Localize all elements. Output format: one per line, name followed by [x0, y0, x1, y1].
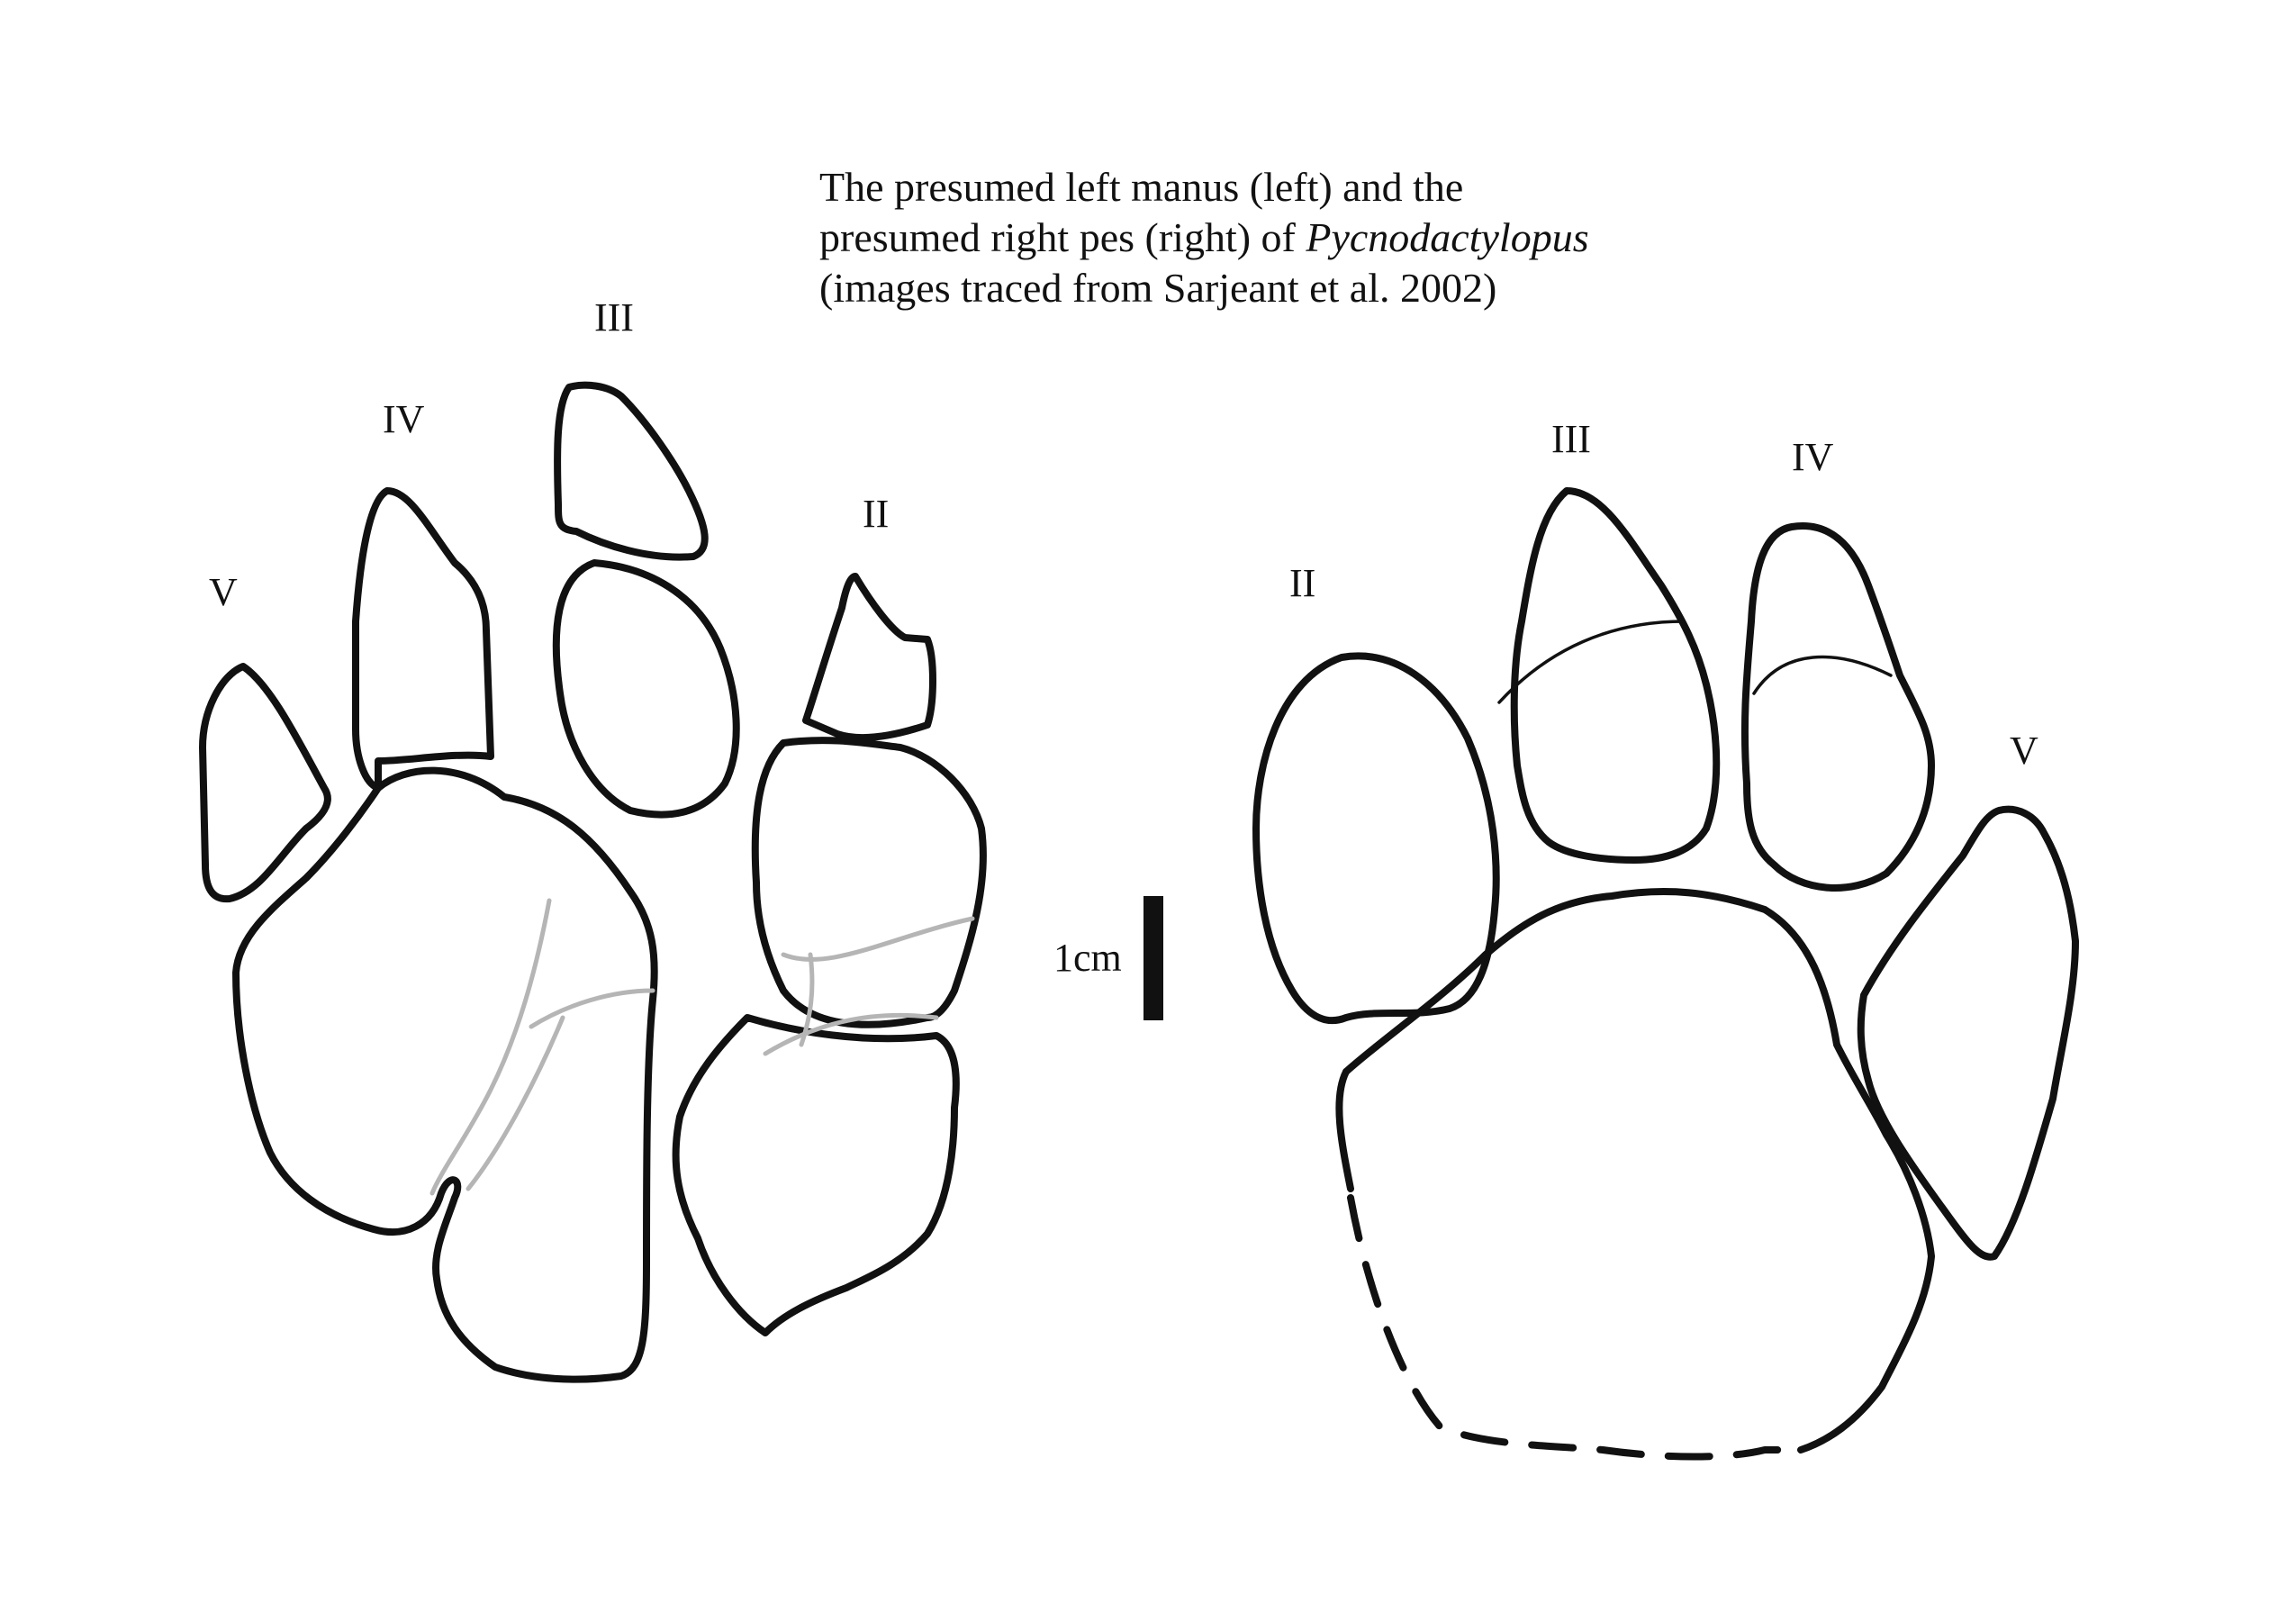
manus-digit-iii-label: III — [594, 295, 634, 340]
manus-crease-left — [429, 898, 552, 1196]
manus-digit-iv-pad — [352, 487, 494, 792]
pes-digit-iii-crease — [1497, 620, 1686, 704]
pes-digit-v-label: V — [2010, 729, 2038, 773]
pes-drawing — [1252, 487, 2079, 1461]
pes-digit-iv-crease — [1752, 655, 1893, 695]
pes-digit-ii-pad — [1252, 652, 1500, 1025]
caption-line-3: (images traced from Sarjeant et al. 2002… — [819, 265, 1497, 311]
caption-line-1: The presumed left manus (left) and the — [819, 164, 1464, 210]
caption-line-2: presumed right pes (right) of Pycnodacty… — [819, 213, 1589, 263]
pes-main-pad-dashed-outline — [1347, 1194, 1804, 1461]
manus-lateral-pad-upper — [751, 737, 987, 1028]
manus-crease-right-3 — [799, 952, 815, 1047]
manus-digit-ii-label: II — [863, 492, 890, 536]
caption-line-2-text: presumed right pes (right) of — [819, 214, 1306, 260]
taxon-name: Pycnodactylopus — [1306, 214, 1589, 260]
pes-main-pad-outline — [1342, 888, 1935, 1453]
manus-digit-iv-label: IV — [383, 397, 425, 441]
manus-crease-right — [781, 916, 975, 962]
pes-digit-iii-label: III — [1551, 417, 1591, 461]
manus-digit-iii-distal-pad — [554, 381, 709, 561]
manus-lateral-pad-lower — [672, 1014, 960, 1336]
manus-digit-v-label: V — [209, 570, 238, 614]
scale-label: 1cm — [1053, 936, 1122, 980]
manus-main-pad — [232, 766, 658, 1383]
manus-drawing — [199, 381, 987, 1383]
manus-digit-ii-pad — [802, 573, 936, 742]
scale-bar — [1143, 896, 1163, 1020]
pes-digit-ii-label: II — [1289, 561, 1316, 605]
manus-crease-left-cross — [529, 988, 655, 1029]
manus-digit-v-pad — [199, 663, 331, 903]
manus-digit-iii-proximal-pad — [552, 559, 740, 819]
pes-digit-iv-pad — [1740, 522, 1935, 892]
manus-crease-left-2 — [466, 1015, 565, 1191]
pes-digit-iv-label: IV — [1792, 435, 1834, 479]
manus-crease-right-2 — [763, 1012, 939, 1056]
pes-digit-iii-pad — [1510, 487, 1721, 864]
pes-main-pad-left-edge — [1335, 1068, 1354, 1192]
pes-digit-v-pad — [1857, 805, 2079, 1261]
figure-caption: The presumed left manus (left) and the p… — [819, 162, 1589, 313]
